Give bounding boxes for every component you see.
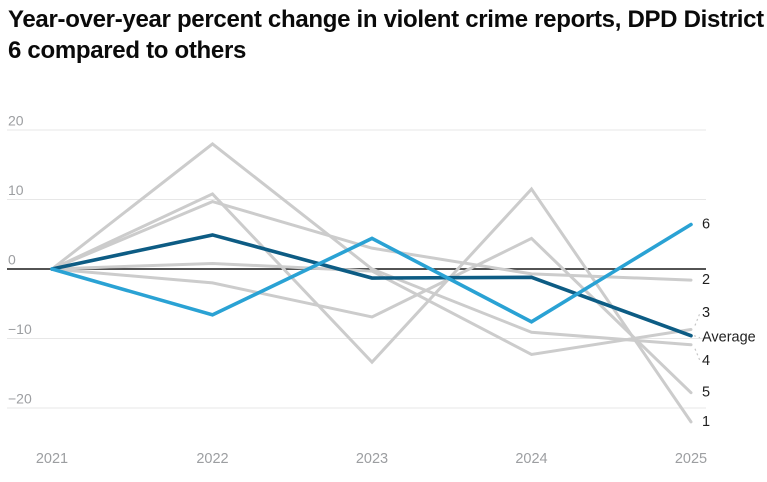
x-tick-label-2023: 2023 [356, 451, 388, 467]
page-title: Year-over-year percent change in violent… [8, 6, 764, 64]
x-tick-label-2021: 2021 [36, 451, 68, 467]
leader-line-3 [694, 312, 701, 326]
series-line-average [50, 233, 693, 338]
x-tick-label-2024: 2024 [515, 451, 547, 467]
series-line-district-6 [50, 222, 693, 324]
series-line-district-2 [50, 199, 693, 282]
y-tick-label-0: 0 [8, 252, 16, 268]
series-end-label-4: 4 [702, 353, 710, 369]
x-tick-label-2022: 2022 [196, 451, 228, 467]
series-line-district-3 [50, 261, 693, 357]
y-tick-label--10: −10 [8, 321, 32, 337]
series-end-label-1: 1 [702, 414, 710, 430]
series-line-district-5 [50, 236, 693, 395]
y-tick-label-20: 20 [8, 113, 24, 129]
series-end-label-average: Average [702, 330, 756, 346]
series-line-district-4 [50, 141, 693, 347]
leader-line-4 [694, 348, 701, 361]
leader-line-average [693, 335, 701, 339]
series-end-label-2: 2 [702, 272, 710, 288]
series-end-label-6: 6 [702, 217, 710, 233]
series-end-label-3: 3 [702, 305, 710, 321]
series-end-label-5: 5 [702, 385, 710, 401]
series-line-district-1 [50, 186, 693, 424]
y-tick-label-10: 10 [8, 182, 24, 198]
x-tick-label-2025: 2025 [675, 451, 707, 467]
y-tick-label--20: −20 [8, 391, 32, 407]
